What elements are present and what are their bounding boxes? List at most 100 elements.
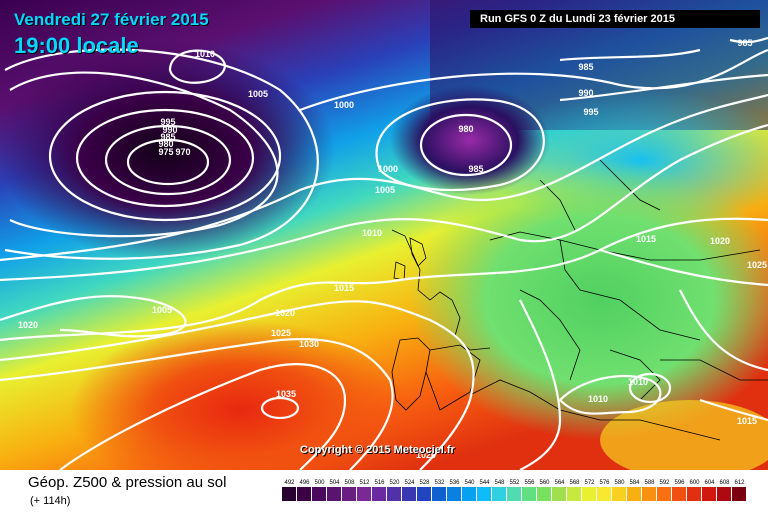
isobar-label: 1030 bbox=[299, 339, 319, 349]
scale-tick: 532 bbox=[434, 480, 445, 486]
isobar-label: 1005 bbox=[152, 305, 172, 315]
scale-swatch bbox=[672, 487, 686, 501]
scale-tick: 528 bbox=[419, 480, 430, 486]
scale-tick: 508 bbox=[344, 480, 355, 486]
isobar-label: 990 bbox=[162, 125, 177, 135]
isobar-label: 985 bbox=[468, 164, 483, 174]
scale-swatch bbox=[582, 487, 596, 501]
isobars bbox=[0, 36, 768, 470]
scale-tick: 548 bbox=[494, 480, 505, 486]
scale-swatch bbox=[372, 487, 386, 501]
scale-tick: 568 bbox=[569, 480, 580, 486]
scale-swatch bbox=[327, 487, 341, 501]
isobar-label: 970 bbox=[175, 147, 190, 157]
isobar-label: 1015 bbox=[737, 416, 757, 426]
isobar-label: 1020 bbox=[416, 450, 436, 460]
isobar-label: 975 bbox=[158, 147, 173, 157]
isobar-label: 980 bbox=[458, 124, 473, 134]
scale-swatch bbox=[567, 487, 581, 501]
scale-tick: 604 bbox=[704, 480, 715, 486]
run-info: Run GFS 0 Z du Lundi 23 février 2015 bbox=[470, 10, 760, 28]
scale-swatch bbox=[342, 487, 356, 501]
scale-tick: 596 bbox=[674, 480, 685, 486]
isobar-label: 1010 bbox=[588, 394, 608, 404]
scale-tick: 520 bbox=[389, 480, 400, 486]
scale-swatch bbox=[702, 487, 716, 501]
isobar-label: 1035 bbox=[276, 389, 296, 399]
scale-tick: 512 bbox=[359, 480, 370, 486]
scale-swatch bbox=[612, 487, 626, 501]
isobar-label: 1000 bbox=[378, 164, 398, 174]
scale-tick: 580 bbox=[614, 480, 625, 486]
scale-tick: 576 bbox=[599, 480, 610, 486]
scale-tick: 536 bbox=[449, 480, 460, 486]
scale-swatch bbox=[402, 487, 416, 501]
isobar-label: 1010 bbox=[628, 377, 648, 387]
scale-swatch bbox=[687, 487, 701, 501]
isobar-label: 985 bbox=[160, 132, 175, 142]
scale-tick: 584 bbox=[629, 480, 640, 486]
scale-swatch bbox=[657, 487, 671, 501]
scale-tick: 592 bbox=[659, 480, 670, 486]
scale-tick: 608 bbox=[719, 480, 730, 486]
scale-tick: 524 bbox=[404, 480, 415, 486]
isobar-label: 1020 bbox=[18, 320, 38, 330]
scale-tick: 540 bbox=[464, 480, 475, 486]
forecast-time: 19:00 locale bbox=[14, 33, 139, 58]
scale-swatch bbox=[462, 487, 476, 501]
scale-swatch bbox=[717, 487, 731, 501]
scale-swatch bbox=[387, 487, 401, 501]
scale-tick: 544 bbox=[479, 480, 490, 486]
isobar-label: 1005 bbox=[248, 89, 268, 99]
scale-tick: 564 bbox=[554, 480, 565, 486]
scale-swatch bbox=[432, 487, 446, 501]
isobar-label: 985 bbox=[578, 62, 593, 72]
scale-tick: 492 bbox=[284, 480, 295, 486]
scale-swatch bbox=[447, 487, 461, 501]
scale-tick: 504 bbox=[329, 480, 340, 486]
isobar-label: 1015 bbox=[636, 234, 656, 244]
isobar-label: 995 bbox=[160, 117, 175, 127]
scale-tick: 496 bbox=[299, 480, 310, 486]
scale-tick: 612 bbox=[734, 480, 745, 486]
scale-tick: 560 bbox=[539, 480, 550, 486]
isobar-label: 1020 bbox=[710, 236, 730, 246]
scale-tick: 572 bbox=[584, 480, 595, 486]
forecast-date: Vendredi 27 février 2015 bbox=[14, 10, 209, 29]
scale-swatch bbox=[357, 487, 371, 501]
scale-swatch bbox=[297, 487, 311, 501]
scale-swatch bbox=[537, 487, 551, 501]
scale-swatch bbox=[492, 487, 506, 501]
scale-tick: 552 bbox=[509, 480, 520, 486]
scale-tick: 556 bbox=[524, 480, 535, 486]
isobar-label: 1025 bbox=[271, 328, 291, 338]
scale-swatch bbox=[732, 487, 746, 501]
scale-swatch bbox=[507, 487, 521, 501]
scale-swatch bbox=[417, 487, 431, 501]
scale-swatch bbox=[597, 487, 611, 501]
isobar-label: 1010 bbox=[195, 49, 215, 59]
scale-tick: 600 bbox=[689, 480, 700, 486]
scale-swatch bbox=[312, 487, 326, 501]
color-scale: 492 496 500 504 508 512 516 520 524 528 532 536 540 5… bbox=[282, 480, 746, 501]
isobar-label: 1005 bbox=[375, 185, 395, 195]
isobar-label: 990 bbox=[578, 88, 593, 98]
scale-tick: 500 bbox=[314, 480, 325, 486]
isobar-label: 995 bbox=[583, 107, 598, 117]
legend-title: Géop. Z500 & pression au sol bbox=[28, 474, 227, 491]
isobar-label: 1025 bbox=[747, 260, 767, 270]
scale-swatch bbox=[552, 487, 566, 501]
isobar-label: 1000 bbox=[334, 100, 354, 110]
isobar-label: 1015 bbox=[334, 283, 354, 293]
scale-tick: 516 bbox=[374, 480, 385, 486]
scale-swatch bbox=[522, 487, 536, 501]
scale-swatch bbox=[282, 487, 296, 501]
scale-swatch bbox=[642, 487, 656, 501]
scale-swatch bbox=[477, 487, 491, 501]
isobar-label: 985 bbox=[737, 38, 752, 48]
scale-tick: 588 bbox=[644, 480, 655, 486]
scale-swatch bbox=[627, 487, 641, 501]
